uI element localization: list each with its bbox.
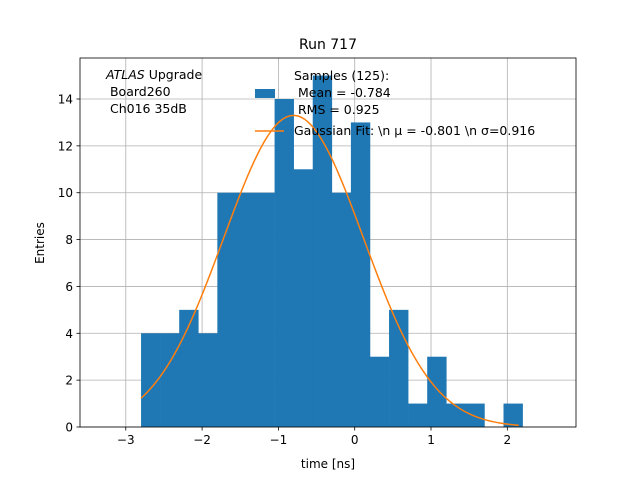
x-tick-label: −2	[193, 433, 211, 447]
legend-stats-line3: RMS = 0.925	[294, 102, 380, 117]
histogram-bar	[255, 192, 275, 427]
histogram-bar	[389, 309, 409, 427]
plot-frame	[79, 57, 577, 428]
x-tick-label: 0	[351, 433, 359, 447]
x-axis-label: time [ns]	[301, 457, 355, 471]
y-tick-label: 14	[58, 93, 73, 107]
atlas-label: ATLAS	[105, 67, 145, 82]
svg-text:ATLAS Upgrade: ATLAS Upgrade	[105, 67, 202, 82]
x-tick-label: 2	[504, 433, 512, 447]
histogram-bar	[427, 356, 447, 427]
y-axis-label: Entries	[33, 222, 47, 264]
atlas-annotation: ATLAS Upgrade Board260 Ch016 35dB	[105, 67, 202, 116]
x-tick-label: −3	[117, 433, 135, 447]
histogram-bar	[179, 309, 199, 427]
histogram-bar	[312, 75, 333, 428]
channel-label: Ch016 35dB	[106, 101, 187, 116]
histogram-bar	[198, 333, 218, 427]
histogram-bar	[274, 99, 294, 427]
upgrade-label: Upgrade	[145, 67, 203, 82]
y-tick-label: 6	[65, 280, 73, 294]
x-tick-label: −1	[270, 433, 288, 447]
histogram-bar	[446, 403, 466, 427]
y-tick-label: 0	[65, 421, 73, 435]
histogram-bar	[141, 333, 161, 427]
legend-stats-line2: Mean = -0.784	[294, 85, 391, 100]
legend: Samples (125): Mean = -0.784 RMS = 0.925…	[255, 68, 535, 138]
histogram-bar	[236, 192, 256, 427]
histogram-bar	[465, 403, 485, 427]
histogram-bar	[369, 356, 390, 427]
x-tick-label: 1	[427, 433, 435, 447]
histogram-bar	[331, 192, 352, 427]
chart-title: Run 717	[299, 37, 357, 53]
y-tick-label: 8	[65, 233, 73, 247]
histogram-bar	[350, 122, 371, 427]
board-label: Board260	[106, 84, 171, 99]
gaussian-fit-curve	[140, 114, 519, 427]
y-tick-label: 2	[65, 374, 73, 388]
histogram-bar	[503, 403, 523, 427]
legend-stats-line1: Samples (125):	[294, 68, 389, 83]
histogram-bar	[217, 192, 237, 427]
legend-fit-label: Gaussian Fit: \n μ = -0.801 \n σ=0.916	[294, 123, 535, 138]
legend-histogram-handle	[255, 89, 275, 98]
histogram-bar	[160, 333, 180, 427]
histogram-bar	[293, 169, 314, 428]
y-tick-label: 10	[58, 186, 73, 200]
y-tick-label: 12	[58, 139, 73, 153]
histogram-bars	[141, 75, 523, 428]
y-tick-label: 4	[65, 327, 73, 341]
histogram-bar	[408, 403, 428, 427]
